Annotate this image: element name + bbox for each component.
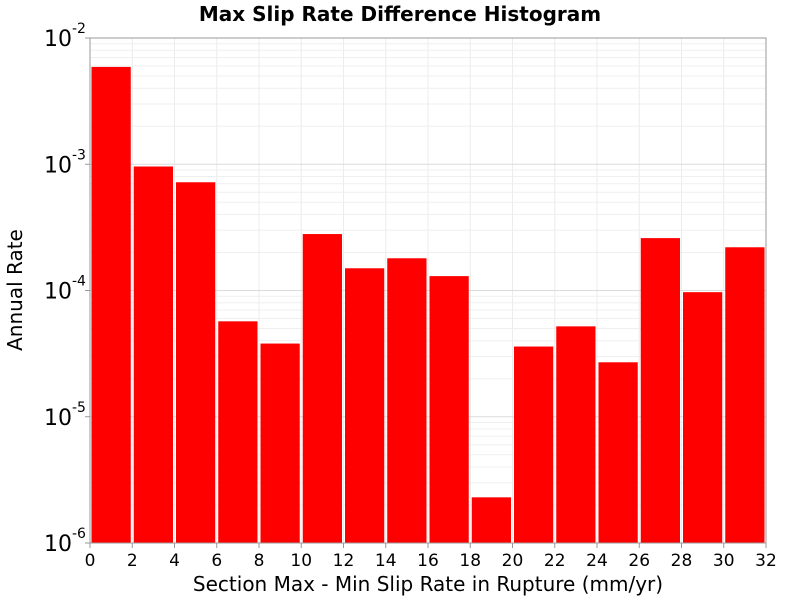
histogram-bar — [218, 321, 258, 543]
x-tick-label: 16 — [417, 551, 439, 571]
y-tick-label-base: 10 — [44, 532, 72, 557]
x-tick-label: 8 — [254, 551, 265, 571]
y-tick-label-base: 10 — [44, 280, 72, 305]
x-tick-label: 24 — [586, 551, 608, 571]
histogram-bar — [260, 343, 300, 543]
histogram-bar — [387, 258, 427, 543]
y-tick-label-base: 10 — [44, 153, 72, 178]
y-tick-label-exponent: -5 — [72, 400, 86, 416]
x-tick-label: 14 — [375, 551, 397, 571]
x-tick-label: 26 — [628, 551, 650, 571]
x-axis-ticks: 0 2 4 6 8 10 12 14 16 18 20 22 24 26 28 30 32 — [85, 543, 777, 571]
histogram-bar — [91, 66, 131, 543]
histogram-bar — [640, 238, 680, 543]
histogram-bar — [133, 166, 173, 543]
y-tick-label-base: 10 — [44, 406, 72, 431]
x-tick-label: 6 — [211, 551, 222, 571]
y-tick-label-exponent: -3 — [72, 147, 86, 163]
x-tick-label: 28 — [671, 551, 693, 571]
histogram-bar — [514, 346, 554, 543]
histogram-bar — [725, 247, 765, 543]
y-axis-label: Annual Rate — [3, 229, 27, 351]
x-tick-label: 2 — [127, 551, 138, 571]
y-tick-label-exponent: -4 — [72, 274, 86, 290]
x-tick-label: 0 — [85, 551, 96, 571]
histogram-bar — [471, 497, 511, 543]
x-tick-label: 12 — [333, 551, 355, 571]
x-axis-label: Section Max - Min Slip Rate in Rupture (… — [193, 572, 663, 596]
y-tick-label-base: 10 — [44, 27, 72, 52]
x-tick-label: 30 — [713, 551, 735, 571]
chart-title: Max Slip Rate Difference Histogram — [199, 2, 601, 26]
x-tick-label: 20 — [502, 551, 524, 571]
y-tick-label-exponent: -6 — [72, 526, 86, 542]
bars — [91, 66, 765, 543]
histogram-bar — [598, 362, 638, 543]
x-tick-label: 18 — [459, 551, 481, 571]
x-tick-label: 22 — [544, 551, 566, 571]
histogram-bar — [429, 276, 469, 543]
y-axis-ticks: 10-610-510-410-310-2 — [44, 21, 90, 557]
x-tick-label: 32 — [755, 551, 777, 571]
histogram-bar — [302, 234, 342, 543]
histogram-bar — [556, 326, 596, 543]
histogram-bar — [683, 292, 723, 543]
x-tick-label: 10 — [290, 551, 312, 571]
histogram-bar — [176, 182, 216, 543]
x-tick-label: 4 — [169, 551, 180, 571]
y-tick-label-exponent: -2 — [72, 21, 86, 37]
histogram-bar — [345, 268, 385, 543]
